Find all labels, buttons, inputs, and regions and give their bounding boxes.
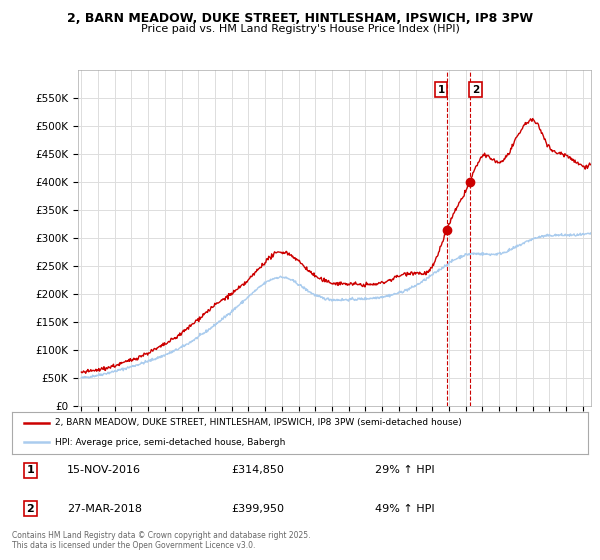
Text: 2, BARN MEADOW, DUKE STREET, HINTLESHAM, IPSWICH, IP8 3PW (semi-detached house): 2, BARN MEADOW, DUKE STREET, HINTLESHAM,… [55, 418, 462, 427]
Text: 2: 2 [26, 504, 34, 514]
Text: HPI: Average price, semi-detached house, Babergh: HPI: Average price, semi-detached house,… [55, 438, 286, 447]
Text: 2, BARN MEADOW, DUKE STREET, HINTLESHAM, IPSWICH, IP8 3PW: 2, BARN MEADOW, DUKE STREET, HINTLESHAM,… [67, 12, 533, 25]
Text: 2: 2 [472, 85, 479, 95]
Text: 1: 1 [437, 85, 445, 95]
Text: 29% ↑ HPI: 29% ↑ HPI [375, 465, 434, 475]
Text: Price paid vs. HM Land Registry's House Price Index (HPI): Price paid vs. HM Land Registry's House … [140, 24, 460, 34]
Text: Contains HM Land Registry data © Crown copyright and database right 2025.
This d: Contains HM Land Registry data © Crown c… [12, 531, 311, 550]
Text: 1: 1 [26, 465, 34, 475]
Text: 15-NOV-2016: 15-NOV-2016 [67, 465, 141, 475]
Text: 49% ↑ HPI: 49% ↑ HPI [375, 504, 434, 514]
Text: 27-MAR-2018: 27-MAR-2018 [67, 504, 142, 514]
Text: £314,850: £314,850 [231, 465, 284, 475]
Text: £399,950: £399,950 [231, 504, 284, 514]
